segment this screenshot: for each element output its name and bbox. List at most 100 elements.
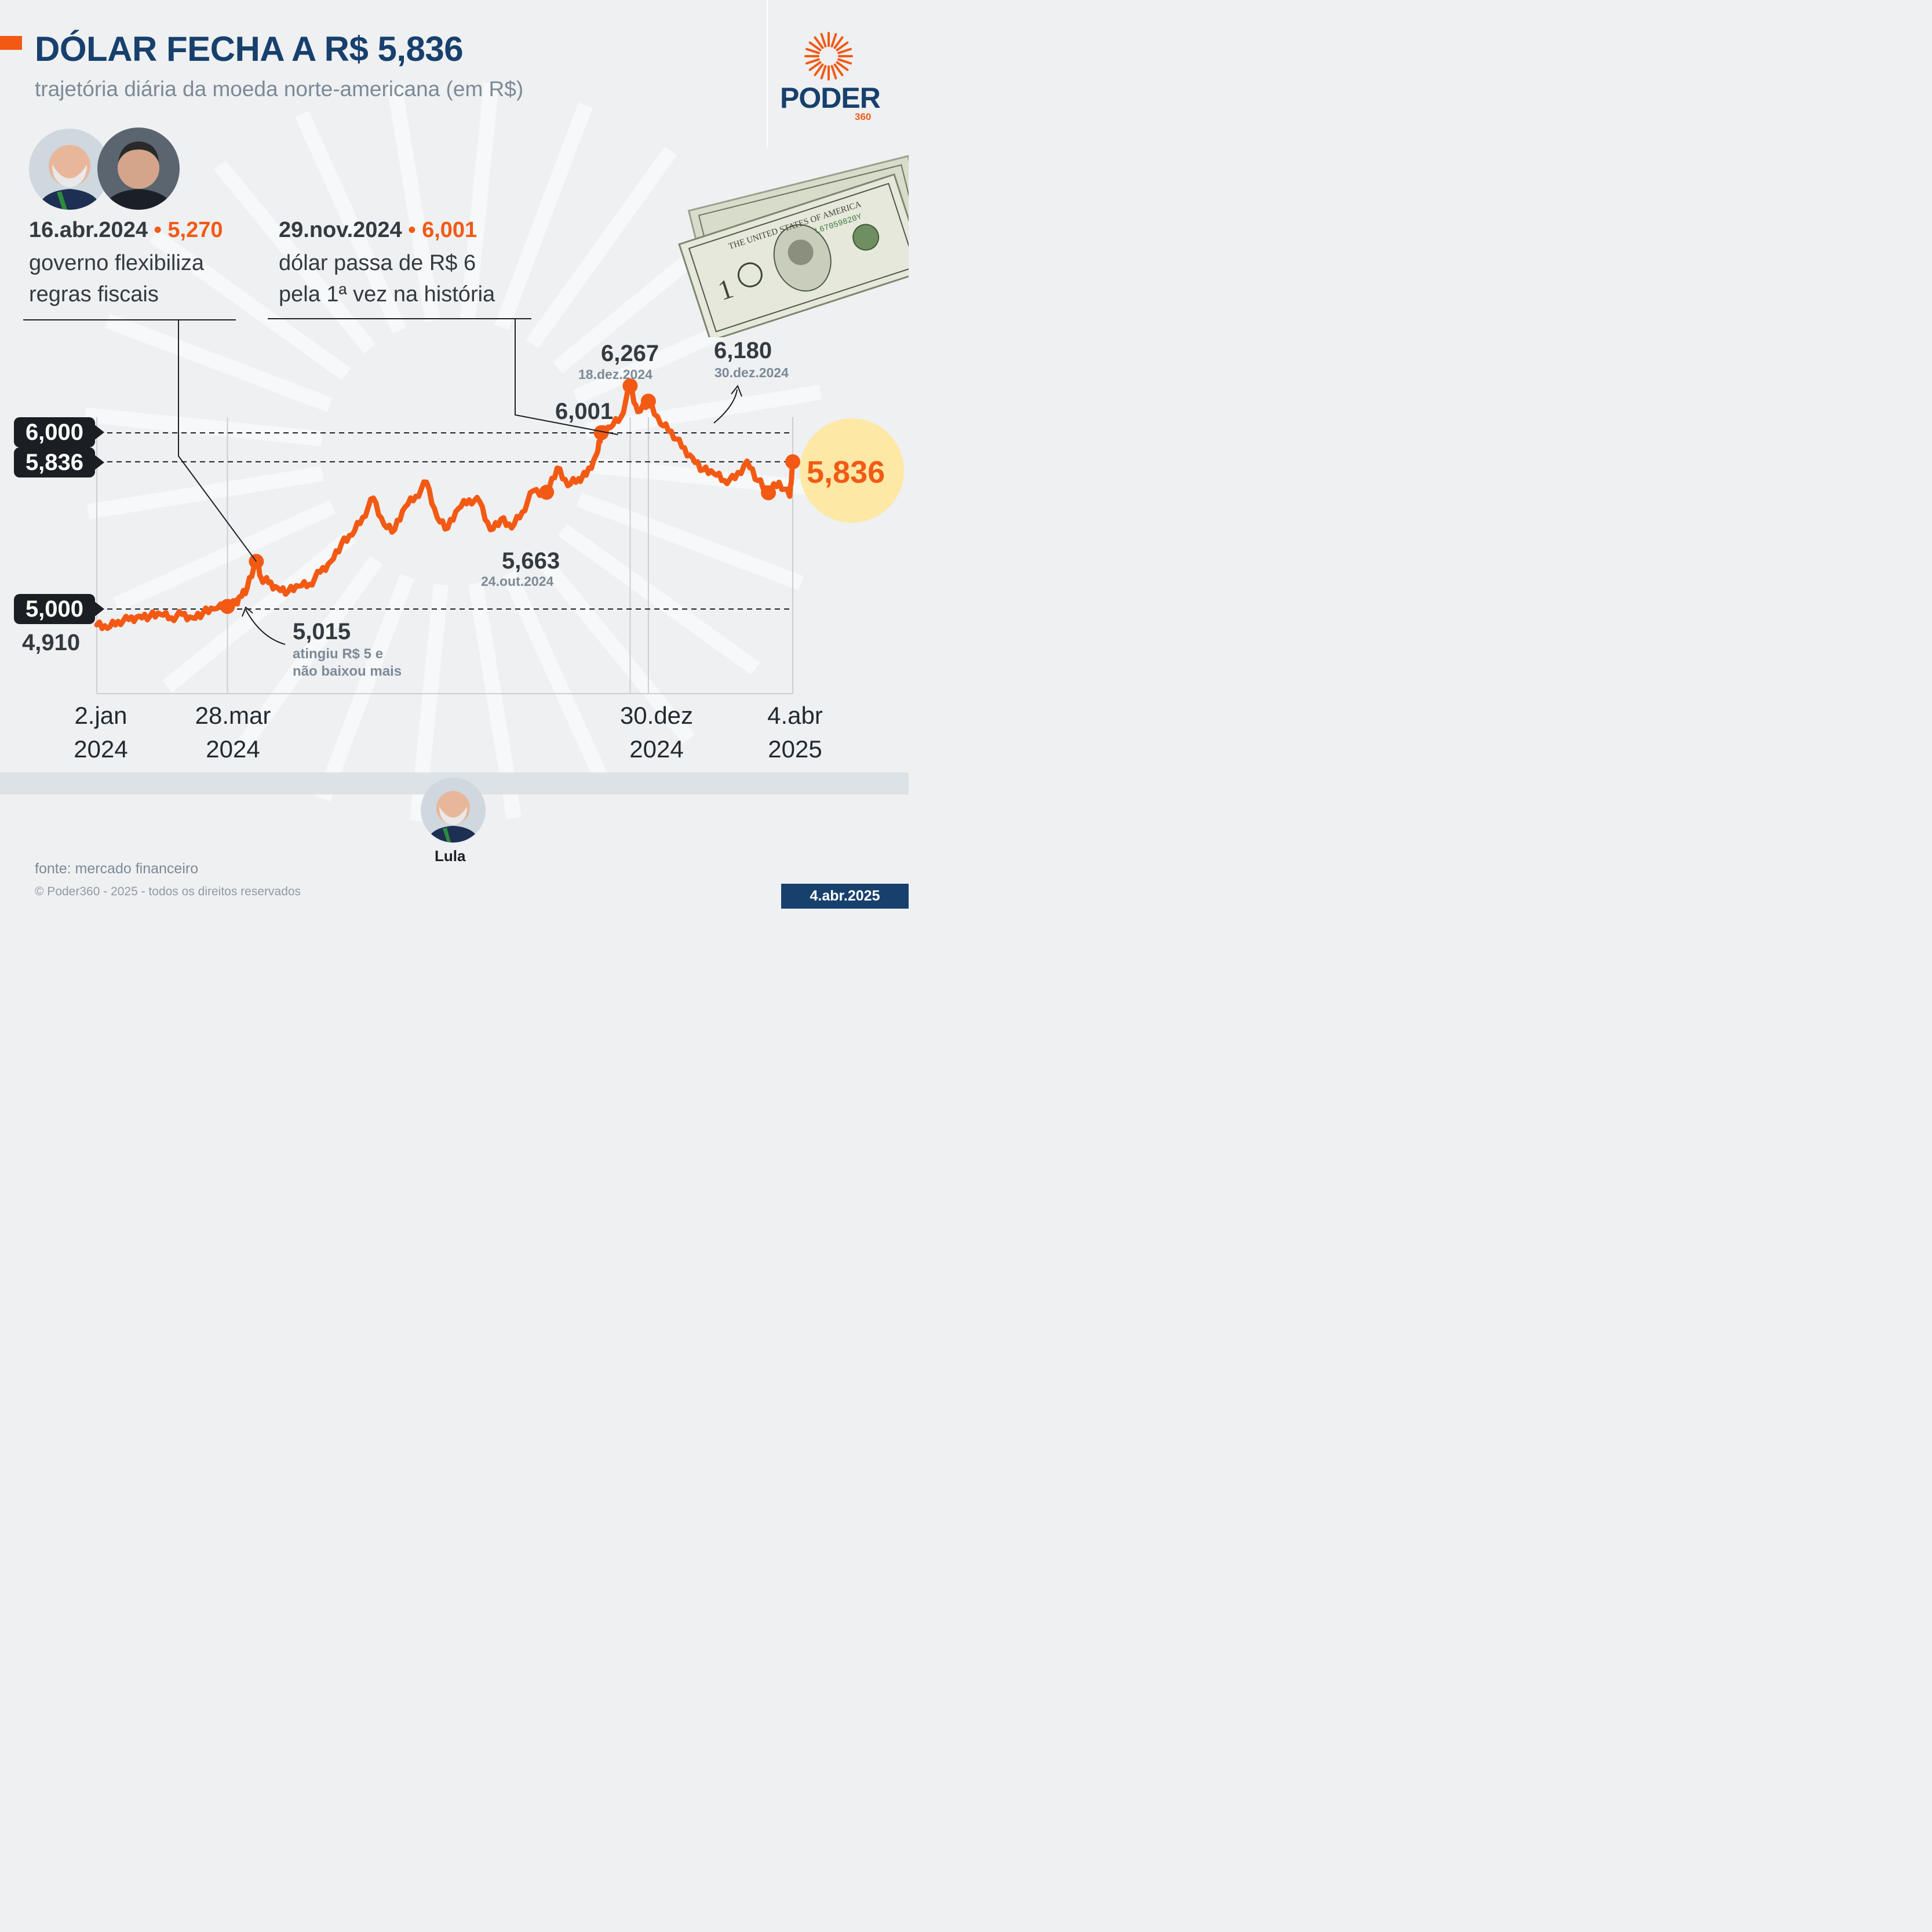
last-value-label: 5,836 bbox=[807, 455, 885, 490]
sunburst-ray bbox=[584, 385, 822, 438]
sunburst-logo-icon bbox=[804, 32, 853, 81]
yearend-date-label: 30.dez.2024 bbox=[715, 365, 789, 380]
cross5-note-line2: não baixou mais bbox=[293, 664, 402, 679]
x-tick-line2: 2024 bbox=[74, 735, 128, 763]
x-tick-label: 30.dez 2024 bbox=[606, 699, 707, 766]
annotation-record-value: • 6,001 bbox=[408, 218, 477, 242]
dollar-bills-illustration: 1 THE UNITED STATES OF AMERICA L67059820… bbox=[678, 155, 909, 337]
x-tick-label: 2.jan 2024 bbox=[54, 699, 147, 766]
logo-wordmark: PODER bbox=[780, 82, 881, 114]
title-accent-bar bbox=[0, 36, 22, 50]
logo-divider bbox=[767, 0, 768, 148]
x-tick-line1: 30.dez bbox=[619, 702, 694, 729]
annotation-arrow bbox=[713, 389, 738, 424]
last-value-highlight bbox=[800, 418, 904, 523]
annotation-fiscal-line2: regras fiscais bbox=[29, 282, 159, 307]
annotation-fiscal-date-text: 16.abr.2024 bbox=[29, 218, 148, 242]
peak-date-label: 18.dez.2024 bbox=[578, 367, 652, 382]
logo-ray bbox=[808, 61, 822, 71]
sunburst-ray bbox=[231, 556, 383, 758]
sunburst-ray bbox=[316, 574, 414, 802]
lula-footer-photo bbox=[421, 778, 486, 843]
annotation-record-date-text: 29.nov.2024 bbox=[279, 218, 402, 242]
x-tick-line1: 2.jan bbox=[74, 702, 127, 729]
data-point-marker bbox=[539, 484, 555, 500]
copyright-note: © Poder360 - 2025 - todos os direitos re… bbox=[35, 885, 301, 898]
data-point-marker bbox=[220, 599, 235, 614]
cross5-value-label: 5,015 bbox=[293, 619, 351, 644]
x-tick-label: 28.mar 2024 bbox=[181, 699, 285, 766]
annotation-fiscal-date: 16.abr.2024 • 5,270 bbox=[29, 218, 223, 243]
sunburst-ray bbox=[387, 85, 440, 322]
sunburst-ray bbox=[162, 530, 356, 693]
logo-ray bbox=[830, 65, 837, 80]
annotation-fiscal-value: • 5,270 bbox=[154, 218, 223, 242]
annotation-record-line2: pela 1ª vez na história bbox=[279, 282, 495, 307]
logo-ray bbox=[830, 32, 837, 48]
logo-ray bbox=[805, 58, 820, 65]
annotation-connector bbox=[178, 320, 257, 562]
ref-pill-5000: 5,000 bbox=[14, 594, 95, 624]
lula-label: Lula bbox=[435, 847, 466, 865]
ref-pill-5836: 5,836 bbox=[14, 447, 95, 477]
pill-pointers bbox=[94, 424, 104, 617]
annotation-record-date: 29.nov.2024 • 6,001 bbox=[279, 218, 477, 243]
low-value-label: 5,663 bbox=[502, 548, 560, 574]
ref-pill-6000: 6,000 bbox=[14, 417, 95, 447]
logo-ray bbox=[820, 65, 827, 80]
series-line bbox=[94, 383, 796, 632]
sunburst-ray bbox=[460, 82, 499, 320]
data-point-marker bbox=[593, 425, 609, 440]
arrow-head-icon bbox=[731, 385, 742, 397]
x-tick-line2: 2024 bbox=[629, 735, 684, 763]
start-value-label: 4,910 bbox=[22, 630, 81, 655]
logo-ray bbox=[833, 63, 844, 76]
series-markers bbox=[220, 378, 800, 614]
first6-value-label: 6,001 bbox=[555, 399, 614, 424]
annotation-record-line1: dólar passa de R$ 6 bbox=[279, 251, 476, 275]
chart-guides bbox=[96, 417, 793, 694]
logo-ray bbox=[805, 48, 820, 54]
yearend-value-label: 6,180 bbox=[714, 338, 772, 363]
annotation-arrow bbox=[245, 609, 286, 645]
publication-date-badge: 4.abr.2025 bbox=[781, 884, 909, 909]
low-date-label: 24.out.2024 bbox=[481, 574, 554, 589]
logo-ray bbox=[837, 48, 852, 54]
logo-ray bbox=[814, 63, 824, 76]
annotation-fiscal-line1: governo flexibiliza bbox=[29, 251, 205, 275]
sunburst-ray bbox=[84, 407, 323, 446]
line-chart bbox=[23, 318, 800, 694]
logo-ray bbox=[836, 61, 849, 71]
logo-ray bbox=[836, 41, 849, 52]
logo-ray bbox=[814, 36, 824, 49]
logo-ray bbox=[808, 41, 822, 52]
annotation-arrows bbox=[23, 318, 742, 645]
x-tick-line1: 4.abr bbox=[767, 702, 823, 729]
sunburst-ray bbox=[526, 146, 677, 348]
sunburst-ray bbox=[558, 523, 760, 675]
x-tick-line2: 2025 bbox=[768, 735, 822, 763]
sunburst-ray bbox=[586, 458, 825, 497]
peak-value-label: 6,267 bbox=[601, 341, 659, 366]
logo-ray bbox=[837, 58, 852, 65]
data-point-marker bbox=[622, 378, 638, 393]
page-subtitle: trajetória diária da moeda norte-america… bbox=[35, 77, 524, 101]
sunburst-ray bbox=[148, 229, 351, 381]
sunburst-ray bbox=[113, 500, 336, 611]
sunburst-ray bbox=[533, 550, 695, 744]
data-point-marker bbox=[640, 393, 656, 409]
arrow-head-icon bbox=[242, 606, 253, 617]
lula-photo bbox=[29, 129, 110, 210]
x-tick-line1: 28.mar bbox=[195, 702, 271, 729]
x-tick-label: 4.abr 2025 bbox=[749, 699, 841, 766]
sunburst-ray bbox=[295, 111, 407, 334]
sunburst-ray bbox=[576, 492, 804, 590]
cross5-note-line1: atingiu R$ 5 e bbox=[293, 646, 384, 662]
data-point-marker bbox=[785, 454, 800, 469]
source-note: fonte: mercado financeiro bbox=[35, 861, 199, 877]
logo-ray bbox=[833, 36, 844, 49]
data-point-marker bbox=[761, 485, 777, 501]
logo-ray bbox=[820, 32, 827, 48]
sunburst-ray bbox=[494, 102, 593, 330]
haddad-photo bbox=[97, 127, 180, 210]
